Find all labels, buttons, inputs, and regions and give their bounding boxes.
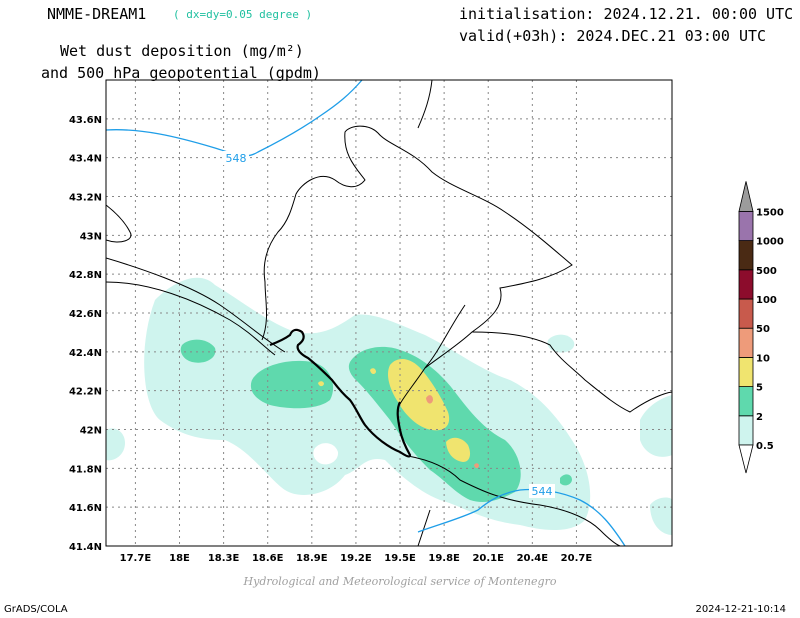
lon-tick-label: 20.4E <box>517 553 549 564</box>
montenegro-border <box>269 328 412 458</box>
legend-swatch <box>738 386 754 417</box>
legend-min-arrow <box>738 444 754 474</box>
map-frame <box>105 79 673 547</box>
lat-tick-label: 43N <box>80 231 102 242</box>
lon-tick-label: 18.6E <box>252 553 284 564</box>
dust-field <box>106 277 672 535</box>
lat-tick-label: 42N <box>80 426 102 437</box>
dust-contour-5 <box>387 358 450 431</box>
grid-resolution: ( dx=dy=0.05 degree ) <box>173 8 313 21</box>
lat-tick-label: 43.2N <box>69 193 102 204</box>
dust-contour-0.5 <box>144 277 591 530</box>
legend-level-label: 0.5 <box>756 441 774 452</box>
legend-level-label: 100 <box>756 295 777 306</box>
lat-tick-label: 42.8N <box>69 270 102 281</box>
lon-tick-label: 19.2E <box>340 553 372 564</box>
colorbar-legend: 0.5 2 5 10 50 100 500 1000 1500 <box>738 181 784 474</box>
generation-timestamp: 2024-12-21-10:14 <box>695 604 786 615</box>
legend-max-arrow <box>738 181 754 212</box>
lon-tick-label: 18.3E <box>208 553 240 564</box>
legend-level-label: 1500 <box>756 207 784 218</box>
variable-title-line2: and 500 hPa geopotential (gpdm) <box>41 64 321 82</box>
contour-label-544: 544 <box>532 485 553 498</box>
valid-time: valid(+03h): 2024.DEC.21 03:00 UTC <box>459 27 767 45</box>
lon-tick-label: 18.9E <box>296 553 328 564</box>
lon-tick-label: 17.7E <box>120 553 152 564</box>
geopotential-544 <box>417 488 626 547</box>
legend-level-label: 500 <box>756 266 777 277</box>
lat-tick-label: 43.4N <box>69 154 102 165</box>
lat-tick-label: 41.6N <box>69 503 102 514</box>
dust-contour-2 <box>180 339 216 363</box>
legend-swatch <box>738 327 754 358</box>
lon-tick-label: 19.8E <box>428 553 460 564</box>
legend-swatch <box>738 269 754 300</box>
legend-swatch <box>738 356 754 387</box>
initialisation-time: initialisation: 2024.12.21. 00:00 UTC <box>459 5 794 23</box>
lat-tick-label: 41.8N <box>69 464 102 475</box>
legend-swatch <box>738 298 754 329</box>
coastlines-and-borders <box>106 80 672 546</box>
lon-tick-label: 20.1E <box>472 553 504 564</box>
dust-contour-10 <box>426 395 433 404</box>
latitude-labels: 43.6N 43.4N 43.2N 43N 42.8N 42.6N 42.4N 42.2N 42… <box>69 115 102 553</box>
legend-level-label: 1000 <box>756 237 784 248</box>
legend-level-label: 5 <box>756 383 763 394</box>
legend-swatch <box>738 210 754 241</box>
contour-label-548: 548 <box>226 152 247 165</box>
model-name: NMME-DREAM1 <box>47 5 147 23</box>
lat-tick-label: 42.6N <box>69 309 102 320</box>
lat-lon-grid <box>106 80 672 546</box>
software-label: GrADS/COLA <box>4 604 68 615</box>
legend-swatch <box>738 415 754 446</box>
legend-level-label: 10 <box>756 353 770 364</box>
geopotential-548 <box>105 79 363 157</box>
lat-tick-label: 43.6N <box>69 115 102 126</box>
lat-tick-label: 42.4N <box>69 348 102 359</box>
lon-tick-label: 20.7E <box>561 553 593 564</box>
variable-title-line1: Wet dust deposition (mg/m²) <box>60 42 304 60</box>
legend-level-label: 50 <box>756 324 770 335</box>
lon-tick-label: 19.5E <box>384 553 416 564</box>
legend-swatch <box>738 240 754 271</box>
lat-tick-label: 41.4N <box>69 542 102 553</box>
credit-text: Hydrological and Meteorological service … <box>243 575 557 588</box>
lon-tick-label: 18E <box>169 553 190 564</box>
lat-tick-label: 42.2N <box>69 387 102 398</box>
legend-level-label: 2 <box>756 412 763 423</box>
longitude-labels: 17.7E 18E 18.3E 18.6E 18.9E 19.2E 19.5E 19.8E 20… <box>120 553 593 564</box>
